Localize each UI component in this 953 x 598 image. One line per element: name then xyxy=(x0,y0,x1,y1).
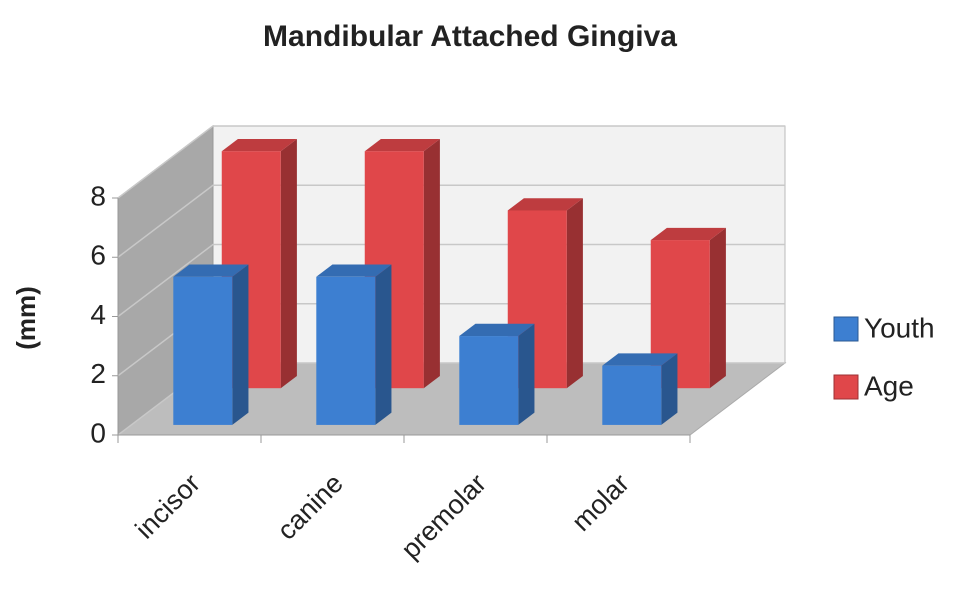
legend-label: Youth xyxy=(864,312,935,343)
y-tick-label: 0 xyxy=(90,417,106,448)
bar-side xyxy=(280,138,297,389)
grid-line xyxy=(117,125,785,199)
bar-top xyxy=(459,323,535,337)
grid-line xyxy=(117,184,785,258)
bar-side xyxy=(709,227,726,389)
x-tick-label: canine xyxy=(271,468,348,545)
bar-side xyxy=(661,353,678,425)
bar xyxy=(602,365,662,425)
bar-side xyxy=(423,138,440,389)
legend-label: Age xyxy=(864,370,914,401)
bar-top xyxy=(364,138,440,152)
bar-side xyxy=(375,264,392,425)
bar-top xyxy=(650,227,726,241)
x-tick-label: premolar xyxy=(395,468,492,565)
y-tick-label: 8 xyxy=(90,180,106,211)
bar-side xyxy=(518,323,535,425)
x-tick-label: incisor xyxy=(130,468,206,544)
y-tick-label: 4 xyxy=(90,299,106,330)
x-tick-label: molar xyxy=(566,468,635,537)
y-tick-label: 6 xyxy=(90,240,106,271)
bar xyxy=(459,336,519,425)
bar-side xyxy=(566,198,583,389)
bar-top xyxy=(602,353,678,366)
y-tick-label: 2 xyxy=(90,358,106,389)
y-axis-label: (mm) xyxy=(11,286,41,350)
bar-top xyxy=(316,264,392,277)
bar-side xyxy=(232,264,249,425)
bar xyxy=(316,276,376,425)
bar-top xyxy=(173,264,249,277)
chart-title: Mandibular Attached Gingiva xyxy=(263,20,677,53)
bar-top xyxy=(221,138,297,152)
bar xyxy=(173,276,233,425)
legend-swatch xyxy=(833,374,859,400)
bar-top xyxy=(507,198,583,211)
grid-line xyxy=(117,243,785,318)
legend-swatch xyxy=(833,316,859,342)
